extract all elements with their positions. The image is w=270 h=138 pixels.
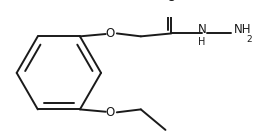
Text: 2: 2: [246, 35, 252, 44]
Text: H: H: [198, 37, 205, 47]
Text: O: O: [106, 106, 115, 119]
Text: N: N: [197, 23, 206, 36]
Text: NH: NH: [233, 23, 251, 36]
Text: O: O: [167, 0, 176, 4]
Text: O: O: [106, 27, 115, 40]
